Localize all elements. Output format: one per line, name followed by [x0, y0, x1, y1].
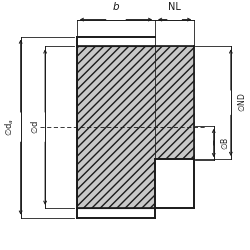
Text: $\varnothing$ND: $\varnothing$ND: [236, 93, 247, 112]
Bar: [155, 46, 194, 159]
Bar: [77, 46, 155, 208]
Text: $\varnothing$d$_a$: $\varnothing$d$_a$: [3, 118, 16, 136]
Text: $\varnothing$d: $\varnothing$d: [29, 120, 40, 134]
Text: $\varnothing$B: $\varnothing$B: [218, 136, 230, 149]
Text: b: b: [113, 2, 119, 12]
Bar: [155, 159, 194, 208]
Text: NL: NL: [168, 2, 181, 12]
Bar: [155, 46, 194, 159]
Bar: [77, 46, 155, 208]
